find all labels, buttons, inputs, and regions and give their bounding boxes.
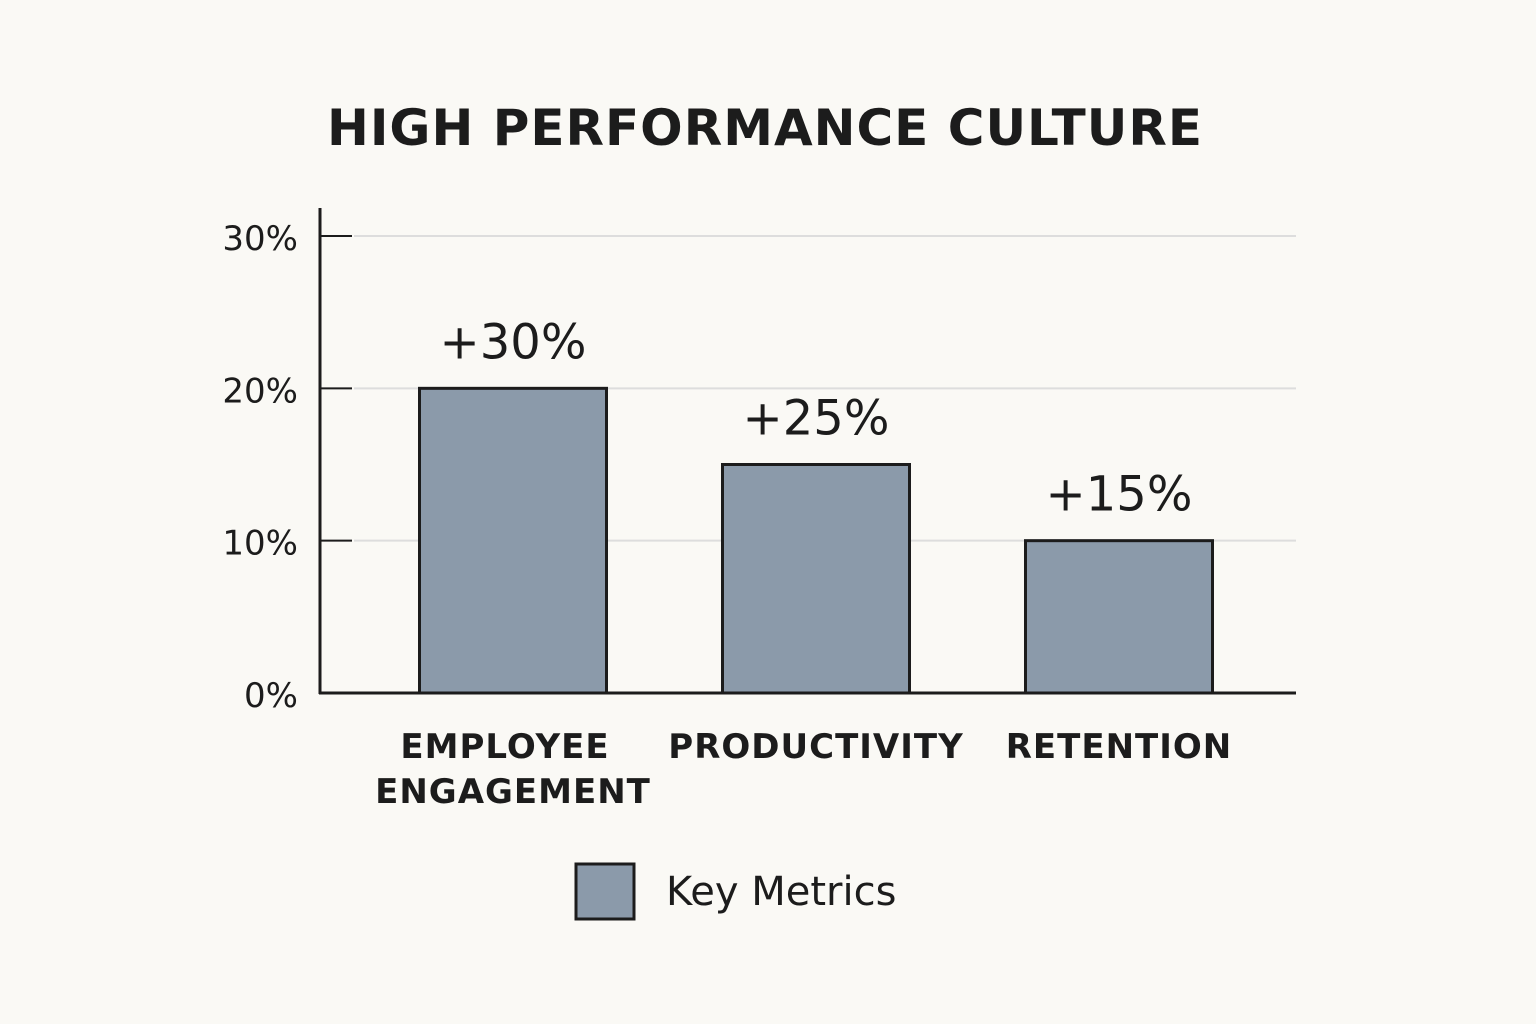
category-label: PRODUCTIVITY [668,727,963,767]
y-tick-label: 30% [222,219,298,259]
data-label: +15% [1046,467,1193,523]
y-tick-label: 10% [222,524,298,564]
category-label: RETENTION [1006,727,1232,767]
chart-title: HIGH PERFORMANCE CULTURE [327,99,1203,157]
bar [418,386,608,695]
bar [1024,539,1214,695]
bars [418,386,1214,695]
category-label: EMPLOYEE [400,727,609,767]
data-label: +30% [440,314,587,370]
y-ticks: 0% 10% 20% 30% [222,219,352,716]
data-labels: +30% +25% +15% [440,314,1193,522]
legend: Key Metrics [574,862,896,921]
axes [318,208,1296,695]
legend-swatch [574,862,636,921]
y-tick-label: 0% [244,676,298,716]
data-label: +25% [743,391,890,447]
bar [721,463,911,695]
category-label: ENGAGEMENT [375,772,651,812]
category-labels: EMPLOYEE ENGAGEMENT PRODUCTIVITY RETENTION [375,727,1232,812]
y-tick-label: 20% [222,371,298,411]
legend-label: Key Metrics [666,869,896,915]
